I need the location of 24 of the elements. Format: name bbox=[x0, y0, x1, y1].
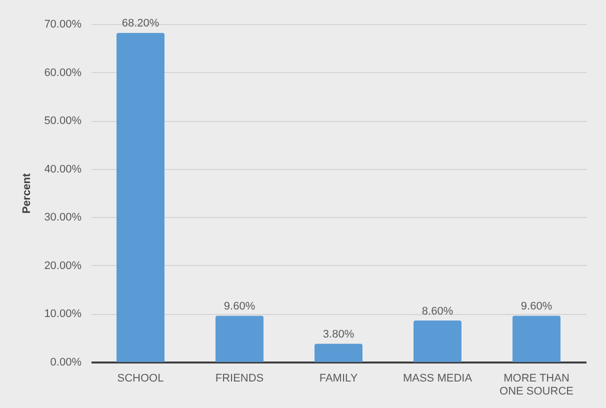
data-label: 9.60% bbox=[224, 300, 256, 313]
x-tick-label: FRIENDS bbox=[215, 372, 264, 384]
x-tick-label: MORE THAN ONE SOURCE bbox=[500, 372, 574, 398]
data-label: 68.20% bbox=[122, 18, 160, 30]
y-tick-label: 40.00% bbox=[44, 163, 82, 176]
x-tick-label: SCHOOL bbox=[117, 372, 164, 384]
bar bbox=[414, 320, 462, 362]
bar bbox=[216, 316, 264, 362]
x-tick-label: FAMILY bbox=[319, 372, 358, 384]
y-tick-label: 60.00% bbox=[44, 66, 82, 79]
y-tick-label: 50.00% bbox=[44, 115, 82, 128]
y-tick-label: 10.00% bbox=[44, 308, 82, 320]
data-label: 3.80% bbox=[322, 328, 354, 341]
bar bbox=[314, 344, 362, 362]
y-tick-label: 70.00% bbox=[44, 18, 82, 30]
data-label: 9.60% bbox=[520, 300, 552, 313]
data-label: 8.60% bbox=[422, 305, 454, 318]
x-tick-label: MASS MEDIA bbox=[402, 372, 473, 384]
y-tick-label: 20.00% bbox=[44, 260, 82, 272]
y-axis-title: Percent bbox=[21, 172, 34, 214]
y-tick-label: 30.00% bbox=[44, 212, 82, 224]
bar bbox=[116, 32, 164, 362]
bar bbox=[512, 316, 560, 362]
y-tick-label: 0.00% bbox=[50, 356, 82, 368]
